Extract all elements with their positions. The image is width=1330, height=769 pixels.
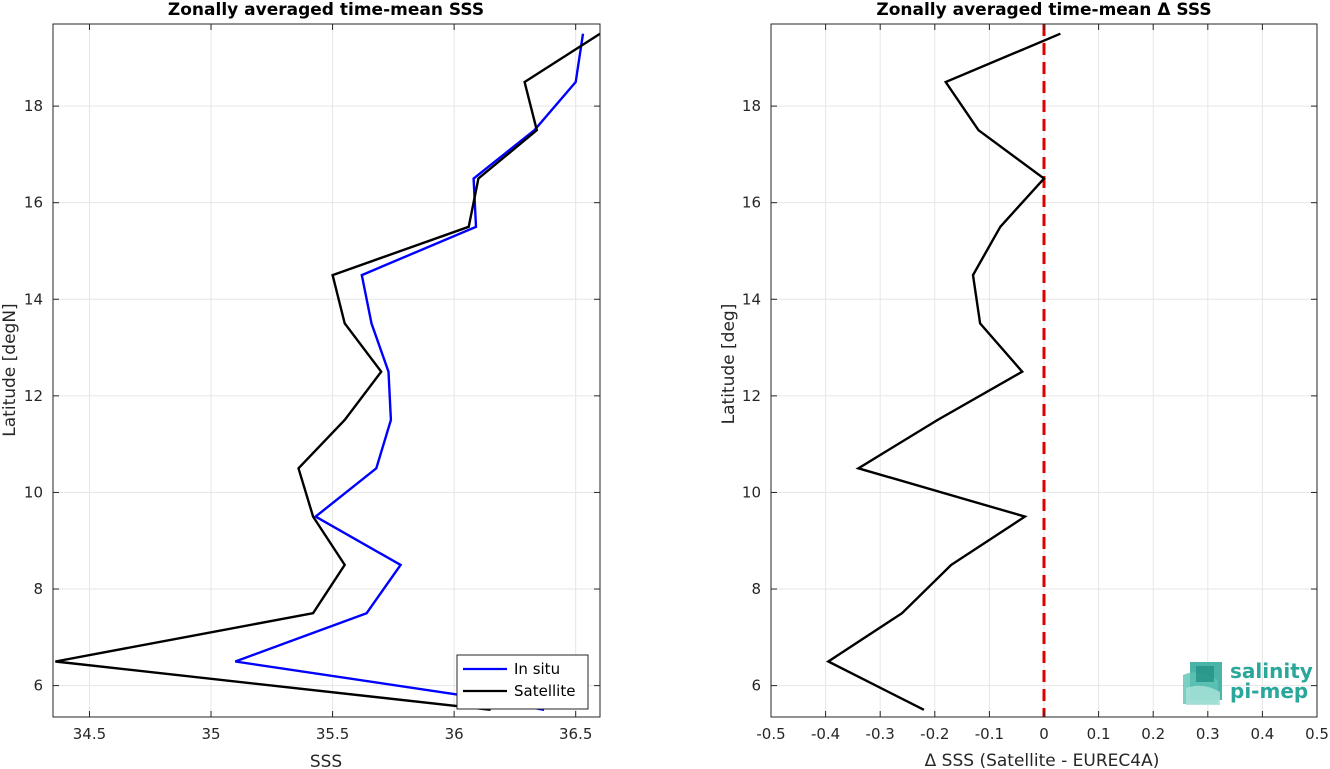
y-tick-label-left: 16 xyxy=(24,194,43,212)
y-tick-label-right: 18 xyxy=(742,97,761,115)
y-tick-label-left: 14 xyxy=(24,290,43,308)
series-line-satellite xyxy=(55,32,601,711)
salinity-pi-mep-logo: salinity pi-mep xyxy=(1183,659,1313,705)
x-tick-label-left: 35.5 xyxy=(316,725,349,743)
y-tick-label-left: 8 xyxy=(33,580,43,598)
y-tick-label-left: 18 xyxy=(24,97,43,115)
logo-wave-icon xyxy=(1183,662,1222,705)
x-tick-label-right: 0.4 xyxy=(1250,725,1274,743)
series-left xyxy=(55,32,601,711)
legend: In situ Satellite xyxy=(456,654,589,710)
legend-label-in-situ: In situ xyxy=(514,660,560,678)
legend-label-satellite: Satellite xyxy=(514,682,575,700)
y-tick-label-right: 6 xyxy=(751,677,761,695)
y-tick-label-right: 8 xyxy=(751,580,761,598)
x-tick-label-right: -0.4 xyxy=(811,725,840,743)
x-tick-label-right: 0 xyxy=(1039,725,1049,743)
ticks-right: -0.5 -0.4 -0.3 -0.2 -0.1 0 0.1 0.2 0.3 0.4 0.5 6 8 10… xyxy=(742,24,1329,743)
series-right xyxy=(825,32,1061,711)
y-axis-label-left: Latitude [degN] xyxy=(0,303,20,436)
x-tick-label-left: 34.5 xyxy=(73,725,106,743)
legend-box xyxy=(456,654,589,710)
y-tick-label-left: 10 xyxy=(24,483,43,501)
x-tick-label-right: 0.3 xyxy=(1196,725,1220,743)
logo-text-pi-mep: pi-mep xyxy=(1230,679,1308,703)
x-axis-label-left: SSS xyxy=(310,752,342,769)
logo-text-salinity: salinity xyxy=(1230,659,1313,683)
panel-right: -0.5 -0.4 -0.3 -0.2 -0.1 0 0.1 0.2 0.3 0.4 0.5 6 8 10… xyxy=(719,0,1329,769)
y-tick-label-left: 12 xyxy=(24,387,43,405)
y-tick-label-right: 14 xyxy=(742,290,761,308)
panel-left: 34.5 35 35.5 36 36.5 6 8 10 12 14 16 18 Zonally ave… xyxy=(0,0,601,769)
x-tick-label-right: -0.3 xyxy=(866,725,895,743)
x-tick-label-right: 0.2 xyxy=(1141,725,1165,743)
ticks-left: 34.5 35 35.5 36 36.5 6 8 10 12 14 16 18 xyxy=(24,24,600,743)
axes-frame-left xyxy=(52,23,601,718)
chart-title-left: Zonally averaged time-mean SSS xyxy=(168,0,484,20)
x-tick-label-right: -0.1 xyxy=(975,725,1004,743)
y-tick-label-right: 10 xyxy=(742,483,761,501)
x-tick-label-right: -0.2 xyxy=(920,725,949,743)
y-tick-label-right: 16 xyxy=(742,194,761,212)
series-line-in-situ xyxy=(234,33,585,711)
y-axis-label-right: Latitude [deg] xyxy=(719,304,739,425)
x-tick-label-right: 0.1 xyxy=(1087,725,1111,743)
y-tick-label-left: 6 xyxy=(33,677,43,695)
x-axis-label-right: Δ SSS (Satellite - EUREC4A) xyxy=(925,751,1160,769)
x-tick-label-right: 0.5 xyxy=(1305,725,1329,743)
grid-left xyxy=(53,24,600,717)
x-tick-label-left: 35 xyxy=(201,725,220,743)
x-tick-label-left: 36.5 xyxy=(559,725,592,743)
chart-title-right: Zonally averaged time-mean Δ SSS xyxy=(876,0,1211,20)
y-tick-label-right: 12 xyxy=(742,387,761,405)
x-tick-label-left: 36 xyxy=(445,725,464,743)
series-line-delta xyxy=(825,32,1061,711)
x-tick-label-right: -0.5 xyxy=(756,725,785,743)
